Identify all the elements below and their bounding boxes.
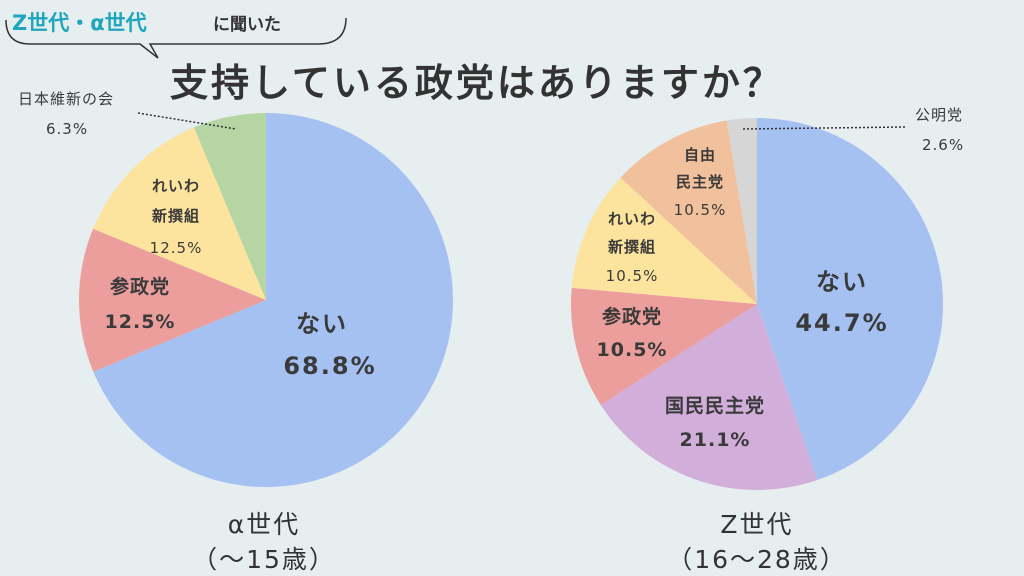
- slice-value-reiwa: 12.5%: [150, 239, 203, 257]
- slice-label-none: ない: [296, 310, 348, 338]
- header-tag: Z世代・α世代 に聞いた: [5, 11, 347, 59]
- slice-label-reiwa-line2: 新撰組: [152, 207, 200, 225]
- slice-value-sanseito: 10.5%: [597, 339, 668, 361]
- slice-value-kokumin: 21.1%: [680, 429, 751, 451]
- pie-slice-2: [93, 127, 267, 300]
- pie-slice-0: [93, 113, 454, 487]
- pie-caption-z-age: （16〜28歳）: [667, 545, 847, 574]
- pie-caption-alpha-age: （〜15歳）: [192, 545, 336, 574]
- slice-label-ishin: 日本維新の会: [18, 90, 114, 108]
- slice-label-reiwa-line2: 新撰組: [608, 238, 656, 256]
- pie-z-labels: ない 44.7% 国民民主党 21.1% 参政党 10.5% れいわ 新撰組 1…: [597, 106, 964, 574]
- slice-label-jimin-line2: 民主党: [676, 173, 724, 191]
- slice-label-reiwa-line1: れいわ: [608, 210, 656, 228]
- pie-caption-z: Z世代: [720, 510, 793, 539]
- pie-slice-4: [620, 120, 757, 305]
- pie-alpha-labels: ない 68.8% 参政党 12.5% れいわ 新撰組 12.5% 日本維新の会 …: [18, 90, 376, 574]
- pie-chart-alpha-gen: [78, 113, 454, 487]
- pie-slice-1: [78, 228, 266, 372]
- slice-value-ishin: 6.3%: [46, 120, 88, 138]
- slice-label-reiwa-line1: れいわ: [152, 177, 200, 195]
- pie-chart-z-gen: [571, 118, 943, 490]
- leader-line-ishin: [137, 112, 237, 130]
- slice-label-komeito: 公明党: [915, 106, 963, 124]
- page-title: 支持している政党はありますか？: [170, 61, 784, 105]
- slice-label-none: ない: [816, 268, 868, 296]
- slice-value-none: 44.7%: [795, 309, 888, 337]
- pie-caption-alpha: α世代: [228, 510, 300, 539]
- pie-slice-2: [571, 287, 757, 405]
- speech-bubble-line: [5, 17, 347, 59]
- slice-label-jimin-line1: 自由: [684, 146, 716, 164]
- slice-value-komeito: 2.6%: [922, 136, 964, 154]
- slice-label-kokumin: 国民民主党: [665, 394, 765, 417]
- header-tag-asked: に聞いた: [213, 15, 281, 35]
- header-tag-generations: Z世代・α世代: [12, 11, 147, 35]
- slice-value-sanseito: 12.5%: [105, 311, 176, 333]
- slice-value-jimin: 10.5%: [674, 201, 727, 219]
- leader-line-komeito: [742, 126, 906, 130]
- slice-label-sanseito: 参政党: [602, 305, 662, 328]
- pie-slice-3: [193, 113, 266, 300]
- slice-value-none: 68.8%: [283, 352, 376, 380]
- slice-label-sanseito: 参政党: [110, 275, 170, 298]
- pie-slice-0: [757, 118, 943, 480]
- pie-slice-3: [571, 177, 757, 304]
- slice-value-reiwa: 10.5%: [606, 267, 659, 285]
- pie-slice-5: [726, 118, 757, 304]
- pie-slice-1: [600, 304, 818, 490]
